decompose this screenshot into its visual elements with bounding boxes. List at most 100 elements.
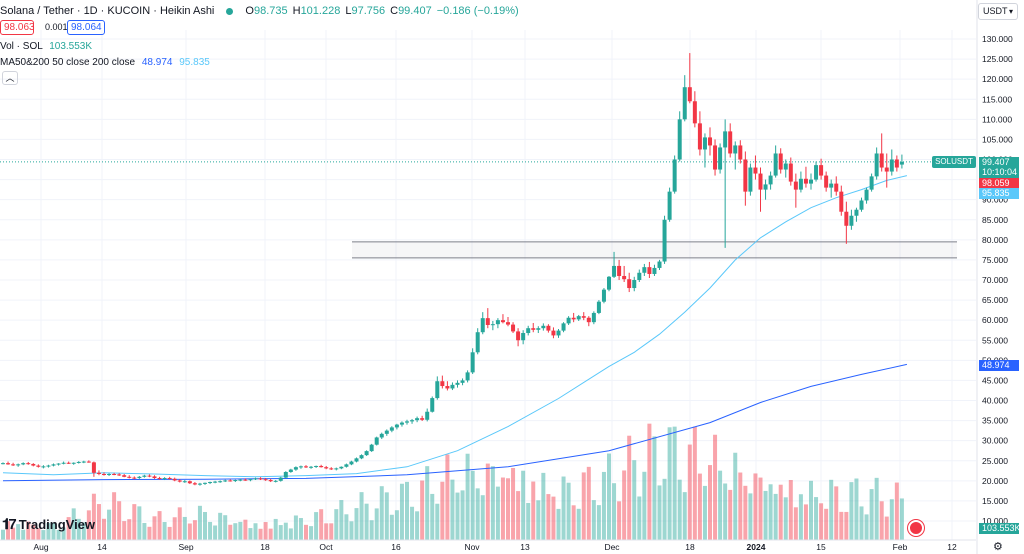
candle-body — [758, 173, 763, 190]
currency-selector[interactable]: USDT ▾ — [978, 3, 1018, 20]
volume-bar — [384, 492, 389, 540]
candle-body — [137, 476, 142, 479]
tradingview-logo[interactable]: 𝟏7 TradingView — [2, 515, 95, 533]
volume-bar — [627, 435, 632, 540]
collapse-chevron-icon[interactable]: ︿ — [2, 71, 18, 85]
volume-bar — [288, 528, 293, 540]
volume-bar — [263, 522, 268, 540]
ohlc-close: 99.407 — [398, 5, 432, 17]
volume-bar — [864, 514, 869, 540]
candle-body — [162, 478, 167, 480]
candle-body — [743, 159, 748, 192]
volume-bar — [697, 473, 702, 540]
volume-bar — [314, 512, 319, 540]
candle-body — [500, 320, 505, 323]
timezone-icon[interactable] — [908, 520, 924, 536]
level-zone — [352, 241, 957, 258]
volume-bar — [773, 493, 778, 540]
candle-body — [192, 483, 197, 485]
ma-legend[interactable]: MA50&200 50 close 200 close 48.974 95.83… — [0, 57, 210, 68]
volume-bar — [197, 505, 202, 540]
candle-body — [763, 184, 768, 190]
volume-bar — [768, 484, 773, 540]
y-tick-label: 10.000 — [982, 516, 1008, 526]
volume-bar — [102, 518, 106, 540]
candle-body — [551, 330, 556, 336]
candle-body — [718, 147, 723, 170]
x-tick-label: 14 — [97, 542, 107, 552]
volume-bar — [157, 511, 162, 540]
volume-bar — [420, 480, 425, 540]
candle-body — [349, 461, 354, 465]
volume-bar — [399, 483, 404, 540]
candle-body — [253, 478, 258, 480]
candle-body — [899, 161, 904, 165]
ohlc-low: 97.756 — [351, 5, 386, 17]
volume-bar — [561, 476, 566, 540]
x-tick-label: Sep — [178, 542, 193, 552]
candle-body — [384, 430, 389, 434]
volume-bar — [430, 493, 435, 540]
volume-bar — [309, 526, 314, 540]
volume-bar — [349, 521, 354, 540]
gear-icon[interactable]: ⚙ — [993, 541, 1003, 553]
volume-bar — [208, 521, 213, 540]
candle-body — [243, 479, 248, 481]
candle-body — [521, 333, 526, 341]
candle-body — [21, 463, 26, 465]
candle-body — [420, 418, 425, 420]
volume-bar — [278, 525, 283, 540]
candle-body — [81, 461, 86, 463]
candle-body — [839, 191, 844, 212]
volume-bar — [238, 521, 243, 540]
volume-bar — [152, 516, 157, 540]
volume-bar — [778, 484, 783, 540]
candle-body — [682, 87, 687, 120]
candle-body — [692, 101, 697, 124]
volume-bar — [465, 453, 470, 540]
candle-body — [778, 153, 783, 170]
candle-body — [46, 465, 51, 467]
volume-bar — [581, 472, 586, 540]
volume-bar — [824, 508, 829, 540]
y-tick-label: 115.000 — [982, 94, 1012, 104]
candle-body — [809, 179, 813, 184]
buy-price-button[interactable]: 98.064 — [67, 20, 105, 35]
candle-body — [672, 159, 677, 192]
candle-body — [415, 418, 420, 421]
volume-bar — [667, 427, 672, 540]
candle-body — [117, 474, 122, 476]
y-tick-label: 120.000 — [982, 74, 1013, 84]
candle-body — [56, 463, 61, 465]
candle-body — [132, 477, 137, 479]
candle-body — [228, 480, 233, 482]
candle-body — [208, 482, 213, 484]
volume-bar — [738, 472, 743, 540]
candle-body — [803, 178, 808, 184]
volume-bar — [854, 478, 859, 540]
y-tick-label: 30.000 — [982, 436, 1008, 446]
volume-bar — [763, 490, 768, 540]
volume-bar — [86, 510, 91, 540]
candle-body — [581, 316, 586, 318]
volume-bar — [435, 503, 440, 540]
volume-bar — [31, 524, 36, 540]
symbol-title[interactable]: Solana / Tether · 1D · KUCOIN · Heikin A… — [0, 5, 215, 17]
candle-body — [470, 352, 475, 373]
volume-bar — [743, 485, 748, 540]
y-tick-label: 35.000 — [982, 416, 1008, 426]
volume-legend[interactable]: Vol · SOL 103.553K — [0, 41, 92, 52]
volume-bar — [379, 486, 384, 540]
volume-bar — [293, 515, 298, 540]
sell-price-button[interactable]: 98.063 — [0, 20, 35, 35]
candle-body — [405, 421, 409, 423]
candle-body — [263, 479, 268, 481]
volume-bar — [162, 522, 167, 540]
ma-legend-label: MA50&200 50 close 200 close — [0, 57, 136, 68]
candle-body — [824, 175, 829, 188]
candle-body — [364, 451, 369, 456]
volume-bar — [485, 463, 490, 540]
tradingview-wordmark: TradingView — [18, 516, 96, 532]
candle-body — [36, 465, 41, 467]
